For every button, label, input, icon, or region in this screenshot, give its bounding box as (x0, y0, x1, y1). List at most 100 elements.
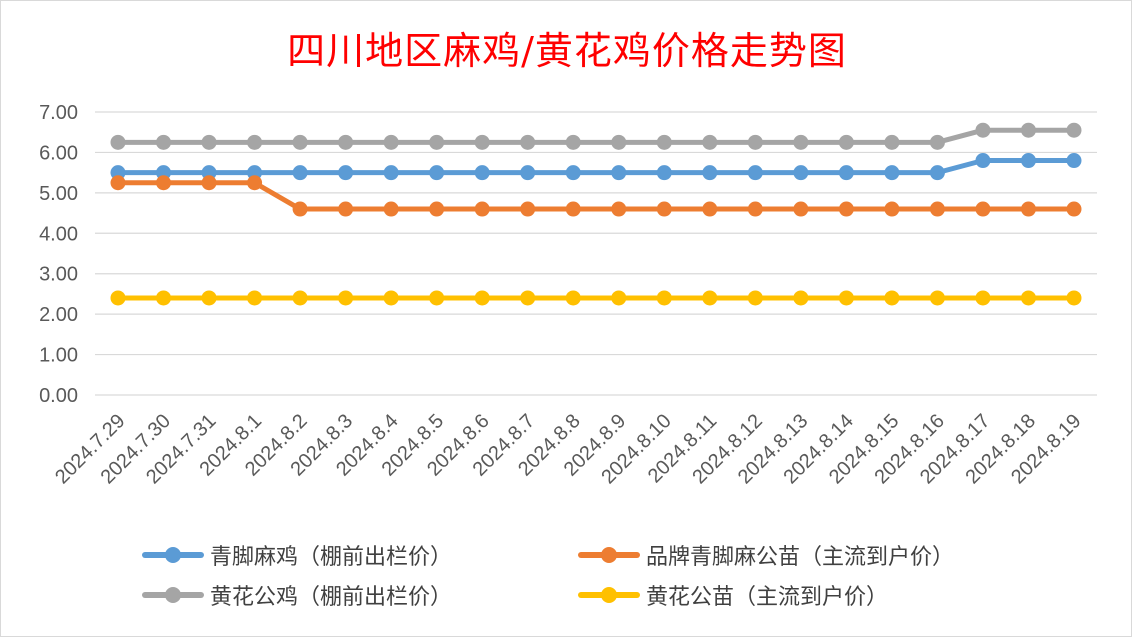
data-point (383, 201, 399, 217)
series-lines (110, 122, 1082, 306)
data-point (201, 175, 217, 191)
data-point (110, 134, 126, 150)
data-point (201, 290, 217, 306)
y-tick-label: 4.00 (39, 223, 78, 245)
data-point (975, 153, 991, 169)
data-point (929, 165, 945, 181)
data-point (292, 290, 308, 306)
data-point (975, 290, 991, 306)
data-point (383, 290, 399, 306)
data-point (1066, 153, 1082, 169)
data-point (702, 290, 718, 306)
data-point (656, 134, 672, 150)
x-tick-labels: 2024.7.292024.7.302024.7.312024.8.12024.… (51, 410, 1085, 488)
data-point (338, 201, 354, 217)
data-point (292, 165, 308, 181)
data-point (975, 122, 991, 138)
data-point (1066, 122, 1082, 138)
data-point (520, 201, 536, 217)
data-point (702, 134, 718, 150)
data-point (565, 290, 581, 306)
y-tick-label: 7.00 (39, 102, 78, 124)
data-point (565, 165, 581, 181)
data-point (520, 290, 536, 306)
data-point (929, 134, 945, 150)
data-point (884, 165, 900, 181)
data-point (884, 134, 900, 150)
data-point (747, 134, 763, 150)
data-point (747, 201, 763, 217)
data-point (520, 165, 536, 181)
data-point (338, 134, 354, 150)
data-point (247, 134, 263, 150)
series-line (115, 180, 1077, 212)
data-point (702, 165, 718, 181)
data-point (838, 134, 854, 150)
data-point (292, 201, 308, 217)
data-point (656, 201, 672, 217)
data-point (884, 290, 900, 306)
data-point (884, 201, 900, 217)
data-point (383, 165, 399, 181)
data-point (611, 290, 627, 306)
data-point (611, 201, 627, 217)
data-point (611, 165, 627, 181)
y-tick-label: 3.00 (39, 264, 78, 286)
data-point (747, 165, 763, 181)
y-tick-labels: 0.00 1.00 2.00 3.00 4.00 5.00 6.00 7.00 (39, 102, 78, 407)
data-point (383, 134, 399, 150)
data-point (838, 201, 854, 217)
data-point (156, 134, 172, 150)
data-point (702, 201, 718, 217)
data-point (565, 134, 581, 150)
data-point (474, 290, 490, 306)
data-point (1066, 201, 1082, 217)
data-point (474, 201, 490, 217)
data-point (1020, 201, 1036, 217)
data-point (110, 175, 126, 191)
series-2 (110, 122, 1082, 150)
series-3 (110, 290, 1082, 306)
gridlines (95, 111, 1097, 396)
data-point (838, 165, 854, 181)
y-tick-label: 2.00 (39, 304, 78, 326)
y-tick-label: 5.00 (39, 183, 78, 205)
data-point (338, 165, 354, 181)
data-point (656, 290, 672, 306)
data-point (793, 290, 809, 306)
chart-title: 四川地区麻鸡/黄花鸡价格走势图 (287, 29, 847, 73)
data-point (429, 165, 445, 181)
data-point (611, 134, 627, 150)
data-point (110, 290, 126, 306)
data-point (520, 134, 536, 150)
data-point (474, 134, 490, 150)
y-tick-label: 0.00 (39, 385, 78, 407)
series-1 (110, 175, 1082, 217)
data-point (793, 134, 809, 150)
data-point (156, 175, 172, 191)
data-point (247, 290, 263, 306)
data-point (793, 201, 809, 217)
series-line (115, 158, 1077, 176)
data-point (429, 201, 445, 217)
y-tick-label: 1.00 (39, 345, 78, 367)
data-point (565, 201, 581, 217)
data-point (975, 201, 991, 217)
y-tick-label: 6.00 (39, 142, 78, 164)
data-point (201, 134, 217, 150)
data-point (338, 290, 354, 306)
data-point (929, 201, 945, 217)
data-point (1020, 153, 1036, 169)
data-point (838, 290, 854, 306)
data-point (1066, 290, 1082, 306)
data-point (429, 290, 445, 306)
data-point (1020, 290, 1036, 306)
series-line (115, 127, 1077, 145)
data-point (793, 165, 809, 181)
data-point (929, 290, 945, 306)
data-point (429, 134, 445, 150)
data-point (656, 165, 672, 181)
data-point (156, 290, 172, 306)
